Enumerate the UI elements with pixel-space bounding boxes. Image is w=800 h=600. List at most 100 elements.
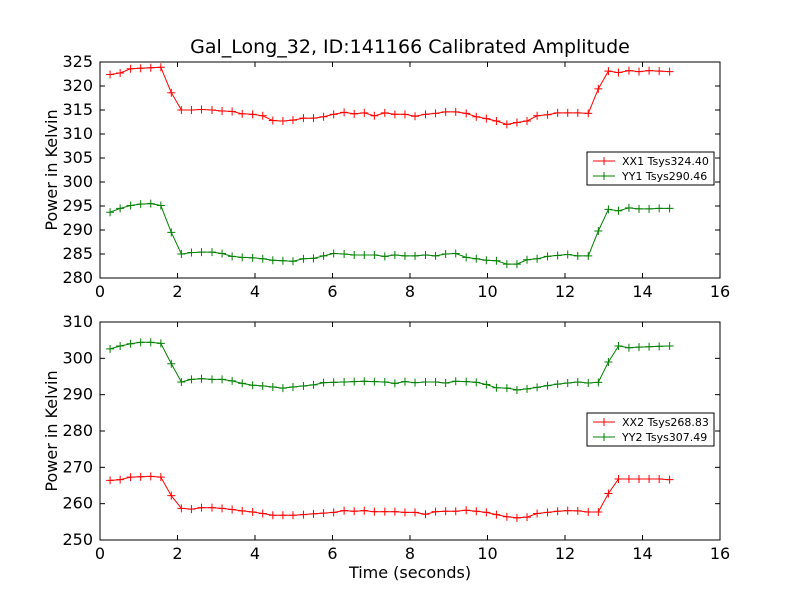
data-point [309,380,318,389]
data-point [655,67,664,76]
data-point [390,379,399,388]
data-point [288,511,297,520]
data-point [187,505,196,514]
data-point [126,201,135,210]
data-point [218,249,227,258]
x-tick-label: 4 [250,282,260,301]
data-point [462,253,471,262]
y-tick-label: 300 [62,348,93,367]
data-point [177,377,186,386]
data-point [258,509,267,518]
legend-label: XX1 Tsys324.40 [622,155,709,168]
data-point [238,109,247,118]
data-point [512,260,521,269]
data-point [380,252,389,261]
x-tick-label: 12 [555,544,575,563]
data-point [390,507,399,516]
y-tick-label: 260 [62,494,93,513]
data-point [624,203,633,212]
data-point [146,472,155,481]
data-point [116,475,125,484]
y-tick-label: 310 [62,124,93,143]
data-point [563,379,572,388]
x-tick-label: 0 [95,282,105,301]
data-point [116,204,125,213]
x-tick-label: 14 [632,282,652,301]
data-point [156,473,165,482]
y-tick-label: 300 [62,172,93,191]
data-point [268,116,277,125]
data-point [360,506,369,515]
y-tick-label: 320 [62,76,93,95]
data-point [624,474,633,483]
data-point [411,251,420,260]
data-point [299,114,308,123]
data-point [350,507,359,516]
data-point [380,108,389,117]
data-point [502,120,511,129]
data-point [207,106,216,114]
data-point [645,204,654,213]
data-point [319,112,328,121]
data-point [512,513,521,522]
y-tick-label: 305 [62,148,93,167]
data-point [228,107,237,116]
data-point [655,342,664,351]
data-point [614,341,623,350]
x-tick-label: 14 [632,544,652,563]
data-point [472,254,481,263]
data-point [146,199,155,208]
data-point [431,377,440,386]
data-point [645,66,654,75]
data-point [655,474,664,483]
data-point [472,378,481,387]
data-point [411,112,420,121]
series-1-2 [106,199,674,269]
data-point [116,69,125,78]
data-point [635,204,644,213]
data-point [635,343,644,352]
data-point [370,377,379,386]
data-point [288,116,297,125]
data-point [594,508,603,517]
x-tick-label: 8 [405,544,415,563]
data-point [523,513,532,522]
data-point [462,109,471,118]
data-point [553,507,562,516]
data-point [523,255,532,264]
data-point [309,509,318,518]
data-point [329,249,338,258]
data-point [665,475,674,484]
data-point [370,507,379,516]
x-tick-label: 6 [327,544,337,563]
data-point [197,105,206,114]
data-point [146,63,155,72]
data-point [451,107,460,116]
data-point [116,341,125,350]
data-point [512,118,521,127]
y-tick-label: 280 [62,421,93,440]
data-point [340,377,349,386]
data-point [482,256,491,265]
x-tick-label: 16 [710,544,730,563]
legend-1: XX1 Tsys324.40 YY1 Tsys290.46 [586,151,715,186]
data-point [400,110,409,119]
data-point [584,109,593,118]
data-point [533,254,542,263]
data-point [299,510,308,519]
data-point [319,378,328,387]
data-point [278,511,287,520]
panels: 0 2 4 6 8 10 12 14 16280285290295300305310315320… [42,52,730,582]
data-point [167,88,176,97]
data-point [218,504,227,513]
data-point [482,114,491,123]
data-point [278,384,287,393]
data-point [156,201,165,210]
legend-label: YY1 Tsys290.46 [621,170,707,183]
data-point [502,260,511,269]
data-point [360,250,369,259]
data-point [584,379,593,388]
data-point [594,378,603,387]
data-point [218,375,227,384]
